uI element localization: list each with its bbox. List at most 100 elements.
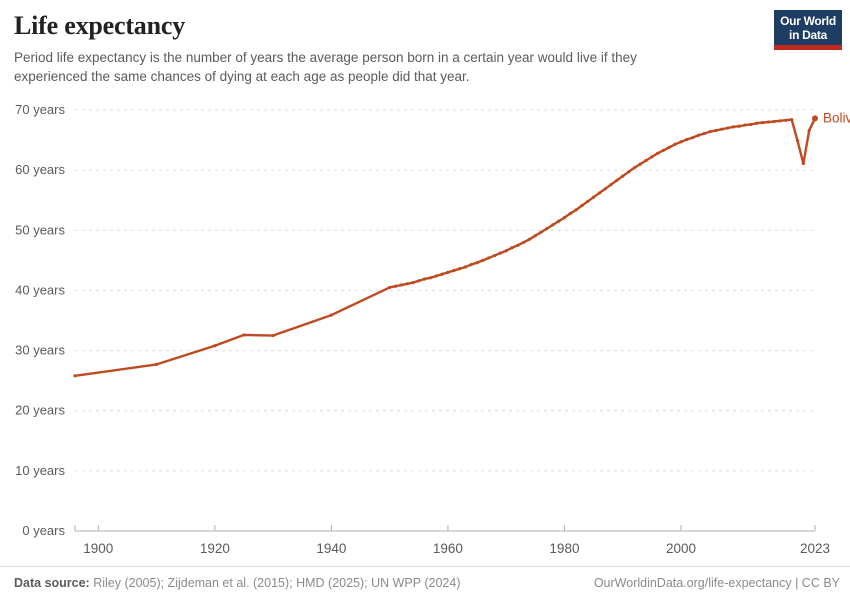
logo-line-one: Our World [780,14,836,28]
y-axis-tick-label: 0 years [22,523,65,538]
data-point[interactable] [487,256,491,260]
data-point[interactable] [638,162,642,166]
data-point[interactable] [621,174,625,178]
data-point[interactable] [417,279,421,283]
data-point[interactable] [755,121,759,125]
data-point[interactable] [778,119,782,123]
data-point[interactable] [597,191,602,195]
data-point[interactable] [615,178,619,182]
data-point[interactable] [271,333,275,338]
data-point[interactable] [434,274,438,278]
data-point[interactable] [557,219,561,223]
data-point[interactable] [399,283,403,287]
series-line-bolivia[interactable] [73,117,817,378]
series-end-marker[interactable] [812,115,818,122]
data-point[interactable] [772,119,776,124]
data-point[interactable] [504,249,508,253]
data-point[interactable] [242,333,246,337]
data-point[interactable] [702,131,706,136]
y-axis-tick-label: 40 years [15,282,65,297]
data-point[interactable] [475,261,479,265]
data-point[interactable] [539,230,543,234]
data-point[interactable] [784,118,788,122]
data-point[interactable] [446,270,450,274]
data-point[interactable] [574,208,578,212]
data-point[interactable] [626,170,631,174]
data-point[interactable] [603,187,607,191]
data-point[interactable] [737,124,741,128]
x-axis-line-group [74,525,816,532]
data-point[interactable] [562,216,567,220]
data-point[interactable] [743,123,747,127]
data-series-group[interactable] [73,115,818,378]
data-point[interactable] [667,145,671,149]
data-point[interactable] [696,133,701,137]
y-axis-tick-label: 50 years [15,222,65,237]
data-point[interactable] [790,118,794,122]
data-point[interactable] [423,277,427,281]
data-point[interactable] [661,148,666,152]
data-point[interactable] [609,182,613,187]
data-point[interactable] [714,128,718,133]
data-point[interactable] [795,139,800,143]
page-title: Life expectancy [14,11,186,40]
data-point[interactable] [720,127,724,131]
data-point[interactable] [481,258,485,262]
data-point[interactable] [586,199,590,204]
y-axis-tick-label: 30 years [15,343,65,358]
y-axis-tick-labels: 0 years 10 years 20 years 30 years 40 years 5… [15,102,65,538]
data-point[interactable] [545,226,549,231]
data-point[interactable] [457,267,462,271]
data-point[interactable] [807,128,811,133]
chart-plot-area[interactable]: 0 years 10 years 20 years 30 years 40 years 5… [0,96,850,556]
data-point[interactable] [656,151,660,155]
data-point[interactable] [492,253,497,258]
data-point[interactable] [632,166,636,170]
data-point[interactable] [154,362,159,366]
chart-footer: Data source: Riley (2005); Zijdeman et a… [0,566,850,600]
data-point[interactable] [760,121,765,125]
attribution-link[interactable]: OurWorldinData.org/life-expectancy | CC … [593,576,840,590]
data-point[interactable] [766,120,770,124]
data-point[interactable] [551,223,555,227]
data-point[interactable] [685,137,689,142]
data-point[interactable] [644,158,648,163]
data-point[interactable] [801,161,805,166]
data-point[interactable] [749,122,753,127]
y-axis-tick-label: 10 years [15,463,65,478]
data-point[interactable] [527,237,532,241]
data-point[interactable] [405,282,409,286]
data-point[interactable] [510,246,514,250]
data-point[interactable] [440,272,444,276]
data-point[interactable] [428,276,433,280]
series-label-bolivia[interactable]: Bolivia [823,110,850,125]
data-point[interactable] [411,281,415,285]
data-point[interactable] [708,130,712,134]
line-chart-svg[interactable]: 0 years 10 years 20 years 30 years 40 years 5… [0,96,850,556]
data-point[interactable] [568,211,572,216]
data-point[interactable] [463,265,467,269]
data-point[interactable] [393,284,398,288]
data-point[interactable] [580,204,584,208]
data-point[interactable] [388,285,392,290]
data-point[interactable] [516,243,520,247]
data-point[interactable] [522,240,526,244]
data-point[interactable] [673,142,677,146]
gridlines-group [75,109,815,472]
data-point[interactable] [533,234,537,238]
data-point[interactable] [73,374,77,378]
data-point[interactable] [726,126,730,130]
data-point[interactable] [731,125,736,129]
data-point[interactable] [679,140,683,144]
y-axis-tick-label: 60 years [15,162,65,177]
data-point[interactable] [691,136,695,140]
data-point[interactable] [591,195,596,199]
data-point[interactable] [650,155,654,159]
our-world-in-data-logo[interactable]: Our World in Data [774,10,842,50]
data-point[interactable] [213,344,217,348]
data-point[interactable] [329,313,333,317]
data-point[interactable] [469,262,473,267]
data-point[interactable] [452,268,456,273]
data-point[interactable] [498,251,502,255]
